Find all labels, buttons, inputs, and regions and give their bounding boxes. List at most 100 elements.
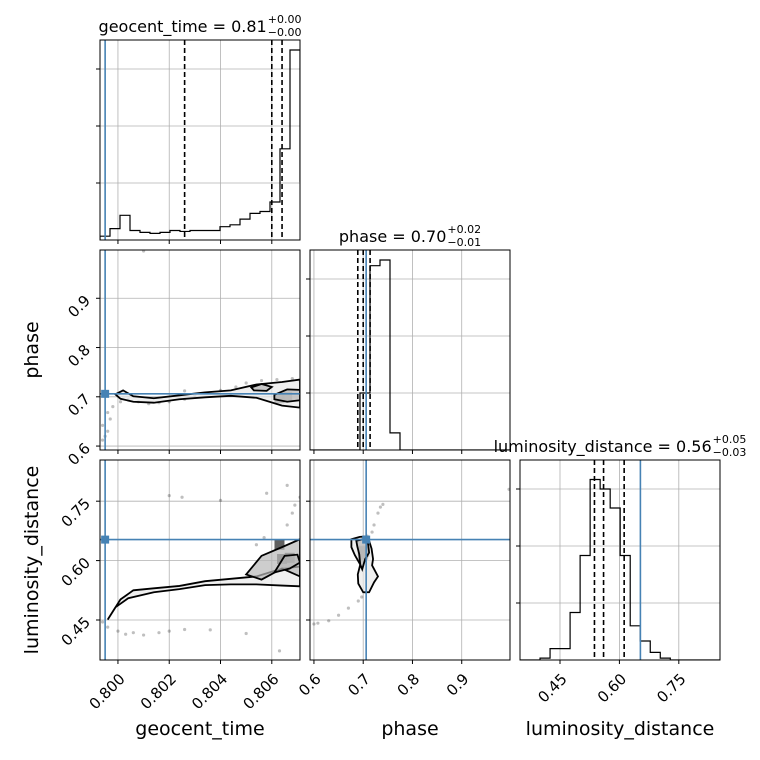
sample-point <box>370 530 374 534</box>
panel-frame <box>309 459 511 661</box>
sample-point <box>244 631 248 636</box>
x-axis-label: geocent_time <box>135 718 264 740</box>
sample-point <box>157 631 161 635</box>
sample-point <box>106 410 110 415</box>
sample-point <box>141 633 146 637</box>
panel-content <box>100 250 300 450</box>
sample-point <box>100 620 105 624</box>
sample-point <box>376 511 380 515</box>
panel-frame <box>99 459 301 661</box>
sample-point <box>265 491 269 495</box>
sample-point <box>381 502 385 506</box>
y-tick-label: 0.6 <box>64 439 94 469</box>
title-plus: +0.00 <box>268 13 302 26</box>
sample-point <box>167 494 171 498</box>
y-tick-label: 0.8 <box>64 341 94 371</box>
sample-point <box>183 389 187 393</box>
title-minus: −0.01 <box>447 236 481 249</box>
y-tick-label: 0.7 <box>64 390 94 420</box>
sample-point <box>183 627 187 632</box>
title-main: luminosity_distance = 0.56 <box>494 437 712 457</box>
x-tick-label: 0.60 <box>594 670 630 706</box>
sample-point <box>378 505 383 509</box>
sample-point <box>100 423 105 427</box>
sample-point <box>254 543 259 547</box>
sample-point <box>208 628 212 632</box>
sample-point <box>293 503 297 507</box>
x-axis-label: phase <box>381 718 438 740</box>
sample-point <box>285 483 289 487</box>
truth-marker <box>362 535 371 544</box>
x-tick-label: 0.806 <box>239 670 282 713</box>
y-tick-label: 0.60 <box>58 554 94 590</box>
sample-point <box>327 619 331 623</box>
y-axis-label: luminosity_distance <box>21 466 43 655</box>
x-tick-label: 0.9 <box>443 670 473 700</box>
y-tick-label: 0.9 <box>64 292 94 322</box>
x-tick-label: 0.75 <box>653 670 689 706</box>
sample-point <box>507 487 510 491</box>
panel-frame <box>309 249 511 451</box>
sample-point <box>106 429 110 433</box>
sample-point <box>124 632 128 636</box>
panel-frame <box>99 39 301 241</box>
contour-level-2 <box>273 388 300 403</box>
sample-point <box>116 629 120 633</box>
x-tick-label: 0.6 <box>295 670 325 700</box>
sample-point <box>262 536 266 540</box>
density-cell <box>274 539 285 550</box>
sample-point <box>372 523 376 527</box>
y-axis-label: phase <box>21 321 43 378</box>
panel-content <box>100 40 300 240</box>
x-tick-label: 0.800 <box>86 670 129 713</box>
sample-point <box>141 250 146 253</box>
sample-point <box>336 613 341 617</box>
x-axis-label: luminosity_distance <box>526 718 715 740</box>
sample-point <box>290 376 294 381</box>
histogram-phase <box>310 259 510 450</box>
truth-marker <box>101 389 110 398</box>
sample-point <box>346 606 351 610</box>
sample-point <box>277 649 282 653</box>
panel-content <box>310 460 510 660</box>
panel-title-phase: phase = 0.70 +0.02−0.01 <box>339 223 481 249</box>
panel-content <box>100 460 300 660</box>
hist-panel-geocent_time <box>96 39 301 244</box>
sample-point <box>244 381 248 385</box>
sample-point <box>167 629 171 633</box>
hist-panel-luminosity_distance <box>516 459 721 664</box>
sample-point <box>316 621 320 625</box>
panel-content <box>310 250 510 450</box>
sample-point <box>312 622 316 626</box>
title-minus: −0.00 <box>268 26 302 39</box>
contour-level-1 <box>249 383 274 392</box>
y-tick-label: 0.75 <box>58 494 94 530</box>
sample-point <box>118 400 123 404</box>
sample-point <box>218 498 223 502</box>
contour-panel-luminosity_distance-vs-geocent_time <box>96 459 301 664</box>
contour-panel-luminosity_distance-vs-phase <box>306 459 511 664</box>
sample-point <box>360 595 364 599</box>
x-tick-label: 0.7 <box>344 670 374 700</box>
title-minus: −0.03 <box>713 446 747 459</box>
panel-frame <box>519 459 721 661</box>
contour-level-2 <box>272 553 300 574</box>
sample-point <box>290 511 294 515</box>
title-main: phase = 0.70 <box>339 227 446 246</box>
panel-frame <box>99 249 301 451</box>
x-tick-label: 0.802 <box>137 670 180 713</box>
title-plus: +0.05 <box>713 433 747 446</box>
histogram-luminosity_distance <box>520 478 720 660</box>
sample-point <box>356 599 360 603</box>
panel-title-geocent_time: geocent_time = 0.81 +0.00−0.00 <box>99 13 302 39</box>
panel-title-luminosity_distance: luminosity_distance = 0.56 +0.05−0.03 <box>494 433 747 459</box>
sample-point <box>234 385 238 389</box>
title-plus: +0.02 <box>447 223 481 236</box>
sample-point <box>111 405 115 409</box>
x-tick-label: 0.45 <box>534 670 570 706</box>
title-main: geocent_time = 0.81 <box>99 17 267 37</box>
sample-point <box>106 625 110 629</box>
sample-point <box>275 377 279 382</box>
x-tick-label: 0.8 <box>394 670 424 700</box>
sample-point <box>285 523 289 527</box>
